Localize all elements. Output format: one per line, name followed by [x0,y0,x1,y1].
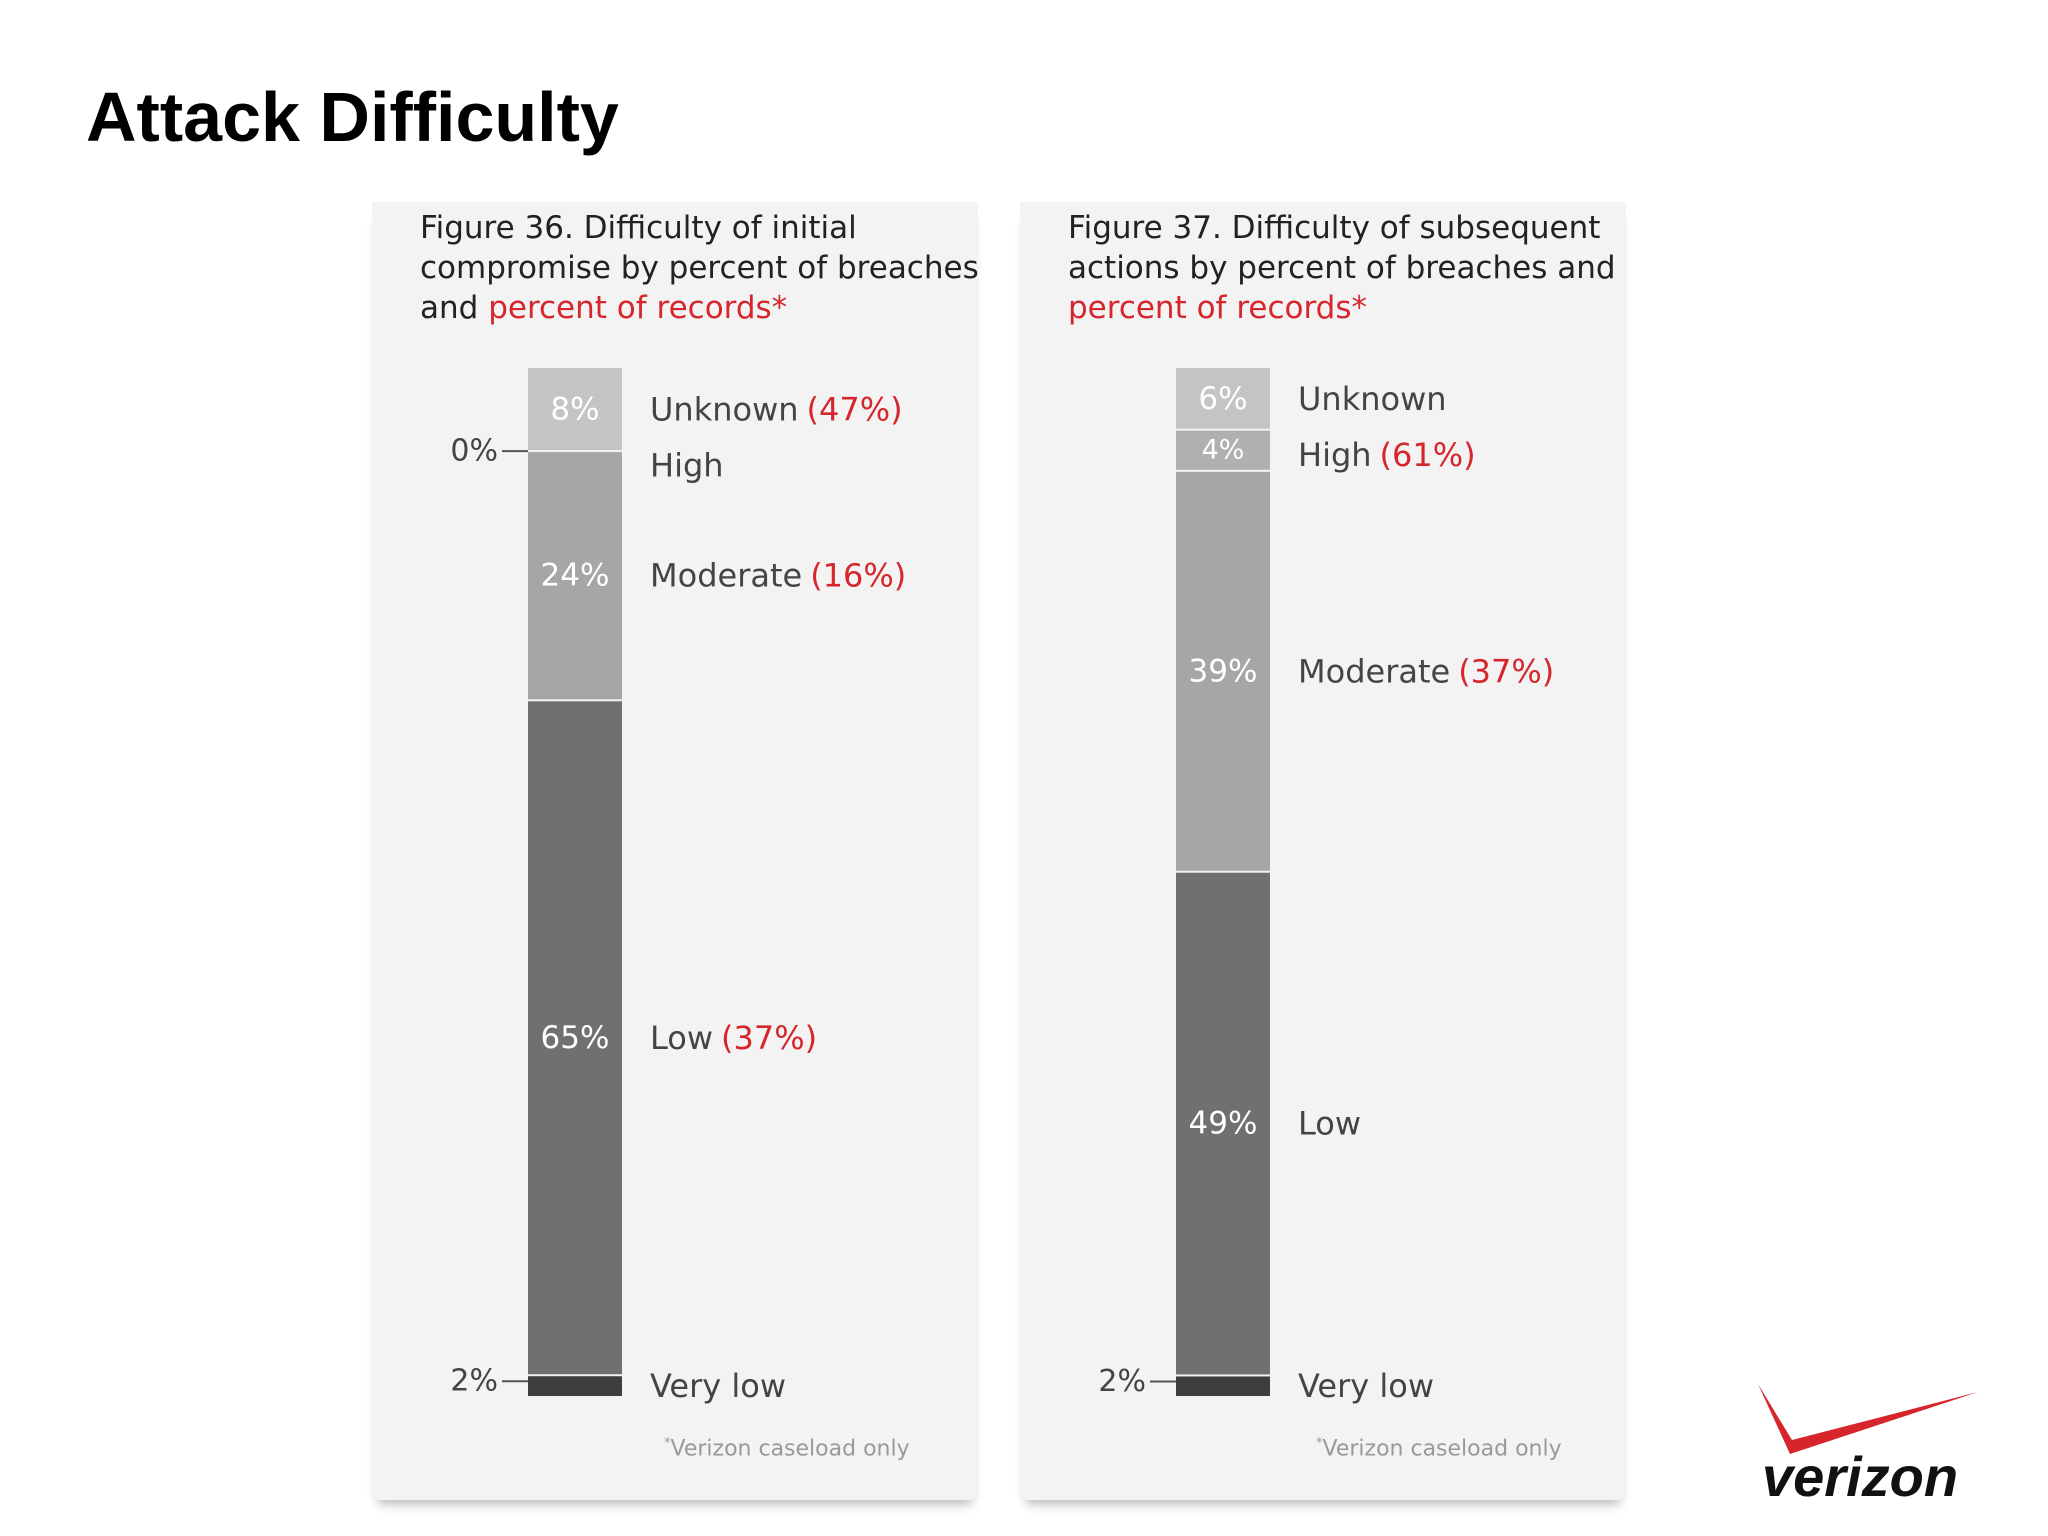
figure-37-bar-segment-high [1176,429,1270,471]
figure-36-value-label-moderate: 24% [541,558,610,594]
figure-37-category-name-moderate: Moderate [1298,652,1450,690]
figure-37-bar-separator [1176,428,1270,431]
figure-37-value-label-very-low: 2% [1098,1364,1146,1399]
figure-37-records-label-moderate: (37%) [1458,652,1554,690]
figure-36-category-label-high: High [650,447,724,485]
figure-37-category-label-high: High (61%) [1298,436,1476,474]
figure-37-value-label-high: 4% [1202,435,1245,466]
figure-37-records-label-high: (61%) [1380,436,1476,474]
figure-37-bar-separator [1176,1374,1270,1377]
figure-36-bar-separator [528,699,622,702]
figure-37-footnote: *Verizon caseload only [1316,1436,1562,1461]
figure-37-chart: 6% Unknown 4% High (61%) 39% Moderate (37%) 49% L… [1098,368,1554,1405]
figure-37-bar-segment-low [1176,871,1270,1376]
figure-37-bar-segment-very-low [1176,1375,1270,1396]
figure-36-bar-segment-low [528,700,622,1376]
figure-36-value-label-high: 0% [450,434,498,469]
figure-36-bar-segment-moderate [528,451,622,701]
figure-37-bar-separator [1176,469,1270,472]
figure-37-bar-segment-unknown [1176,368,1270,430]
figure-37-bar-segment-moderate [1176,470,1270,872]
figure-36-value-label-very-low: 2% [450,1364,498,1399]
figure-36-category-label-moderate: Moderate (16%) [650,557,906,595]
figure-36-category-name-very-low: Very low [650,1367,786,1405]
figure-37-title-main: Figure 37. Difficulty of subsequent acti… [1068,210,1616,286]
figure-37-footnote-mark: * [1316,1436,1323,1451]
figure-36-chart: 8% Unknown (47%) 0% High 24% Moderate (16%) 65% L… [450,368,906,1405]
figure-37-panel: Figure 37. Difficulty of subsequent acti… [1020,202,1626,1500]
figure-36-value-label-unknown: 8% [550,392,599,428]
figure-36-value-label-low: 65% [541,1020,610,1056]
figure-37-category-label-low: Low [1298,1105,1361,1143]
figure-37-value-label-low: 49% [1189,1106,1258,1142]
figure-36-records-label-moderate: (16%) [810,557,906,595]
figure-37-category-name-very-low: Very low [1298,1367,1434,1405]
figure-36-category-label-low: Low (37%) [650,1019,817,1057]
figure-36-bar-segment-very-low [528,1375,622,1396]
figure-37-category-label-unknown: Unknown [1298,380,1447,418]
figure-37-category-name-unknown: Unknown [1298,380,1447,418]
figure-36-bar-separator [528,450,622,453]
figure-37-footnote-text: Verizon caseload only [1322,1436,1562,1462]
figure-36-footnote-mark: * [664,1436,671,1451]
figure-36-category-name-unknown: Unknown [650,391,799,429]
verizon-logo: verizon [1758,1384,1978,1506]
figure-36-records-label-low: (37%) [721,1019,817,1057]
figure-37-bar-separator [1176,870,1270,873]
figure-36-category-label-unknown: Unknown (47%) [650,391,903,429]
figure-36-bar-separator [528,1374,622,1377]
figure-36-bar-segment-unknown [528,368,622,452]
figure-36-title-main: Figure 36. Difficulty of initial comprom… [420,210,979,326]
figure-36-category-name-moderate: Moderate [650,557,802,595]
figure-37-title: Figure 37. Difficulty of subsequent acti… [1068,208,1628,328]
figure-37-category-label-very-low: Very low [1298,1367,1434,1405]
figure-37-value-label-moderate: 39% [1189,653,1258,689]
figure-37-category-label-moderate: Moderate (37%) [1298,652,1554,690]
figure-37-category-name-high: High [1298,436,1372,474]
slide-title: Attack Difficulty [86,78,619,156]
figure-36-title: Figure 36. Difficulty of initial comprom… [420,208,980,328]
figure-37-category-name-low: Low [1298,1105,1361,1143]
logo-text: verizon [1762,1445,1958,1506]
figure-36-category-name-high: High [650,447,724,485]
figure-36-footnote: *Verizon caseload only [664,1436,910,1461]
figure-36-title-records: percent of records* [488,290,788,326]
figure-36-category-name-low: Low [650,1019,713,1057]
figure-37-title-records: percent of records* [1068,290,1367,326]
figure-36-category-label-very-low: Very low [650,1367,786,1405]
figure-36-footnote-text: Verizon caseload only [670,1436,910,1462]
figure-36-records-label-unknown: (47%) [807,391,903,429]
logo-check-mark-icon [1758,1384,1978,1454]
figure-36-panel: Figure 36. Difficulty of initial comprom… [372,202,980,1500]
figure-37-value-label-unknown: 6% [1198,381,1247,417]
